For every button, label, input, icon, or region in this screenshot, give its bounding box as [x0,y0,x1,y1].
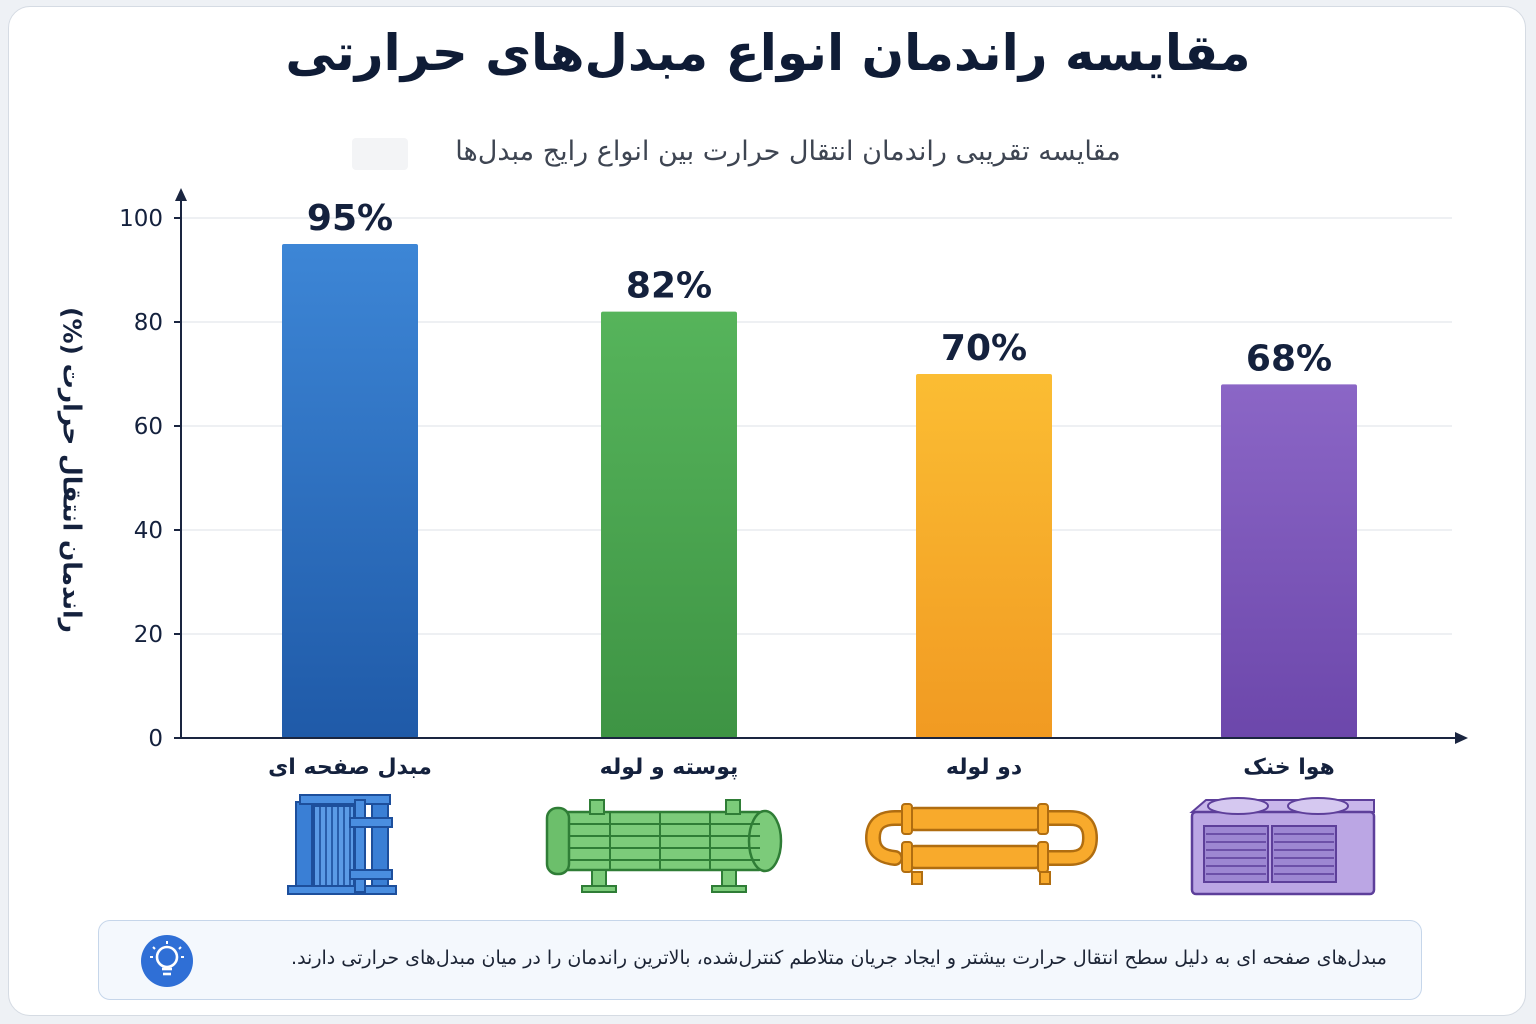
bar-value-label: 68% [1246,338,1332,379]
bar [282,244,418,738]
x-tick-label: پوسته و لوله [600,755,739,780]
bar-value-label: 95% [307,198,393,239]
y-tick-label: 20 [134,622,163,648]
subtitle-smudge [352,138,408,170]
chart-title: مقایسه راندمان انواع مبدل‌های حرارتی [285,24,1251,82]
chart-subtitle: مقایسه تقریبی راندمان انتقال حرارت بین ا… [455,136,1121,167]
y-axis-arrow-icon [175,188,187,201]
y-tick-label: 60 [134,414,163,440]
bars [282,244,1357,738]
footnote-text: مبدل‌های صفحه ای به دلیل سطح انتقال حرار… [291,947,1387,969]
y-tick-label: 80 [134,310,163,336]
bar [601,311,737,738]
y-ticks: 0 20 40 60 80 100 [119,206,181,752]
x-tick-label: هوا خنک [1243,755,1335,780]
y-tick-label: 100 [119,206,163,232]
bar [1221,384,1357,738]
x-tick-label: دو لوله [946,755,1022,780]
shell-and-tube-heat-exchanger-icon [545,799,783,893]
category-labels: مبدل صفحه ای پوسته و لوله دو لوله هوا خنک [268,755,1335,780]
bar-value-label: 70% [941,328,1027,369]
bar [916,374,1052,738]
value-labels: 95% 82% 70% 68% [307,198,1332,379]
x-tick-label: مبدل صفحه ای [268,755,432,780]
lightbulb-icon [141,935,193,987]
plate-heat-exchanger-icon [287,794,397,895]
y-tick-label: 0 [148,726,163,752]
y-axis-label: راندمان انتقال حرارت (%) [57,307,87,633]
bar-value-label: 82% [626,266,712,307]
axes [175,188,1468,744]
double-pipe-heat-exchanger-icon [864,803,1099,885]
footnote-box: مبدل‌های صفحه ای به دلیل سطح انتقال حرار… [98,920,1422,1000]
y-tick-label: 40 [134,518,163,544]
air-cooled-heat-exchanger-icon [1189,797,1376,896]
x-axis-arrow-icon [1455,732,1468,744]
